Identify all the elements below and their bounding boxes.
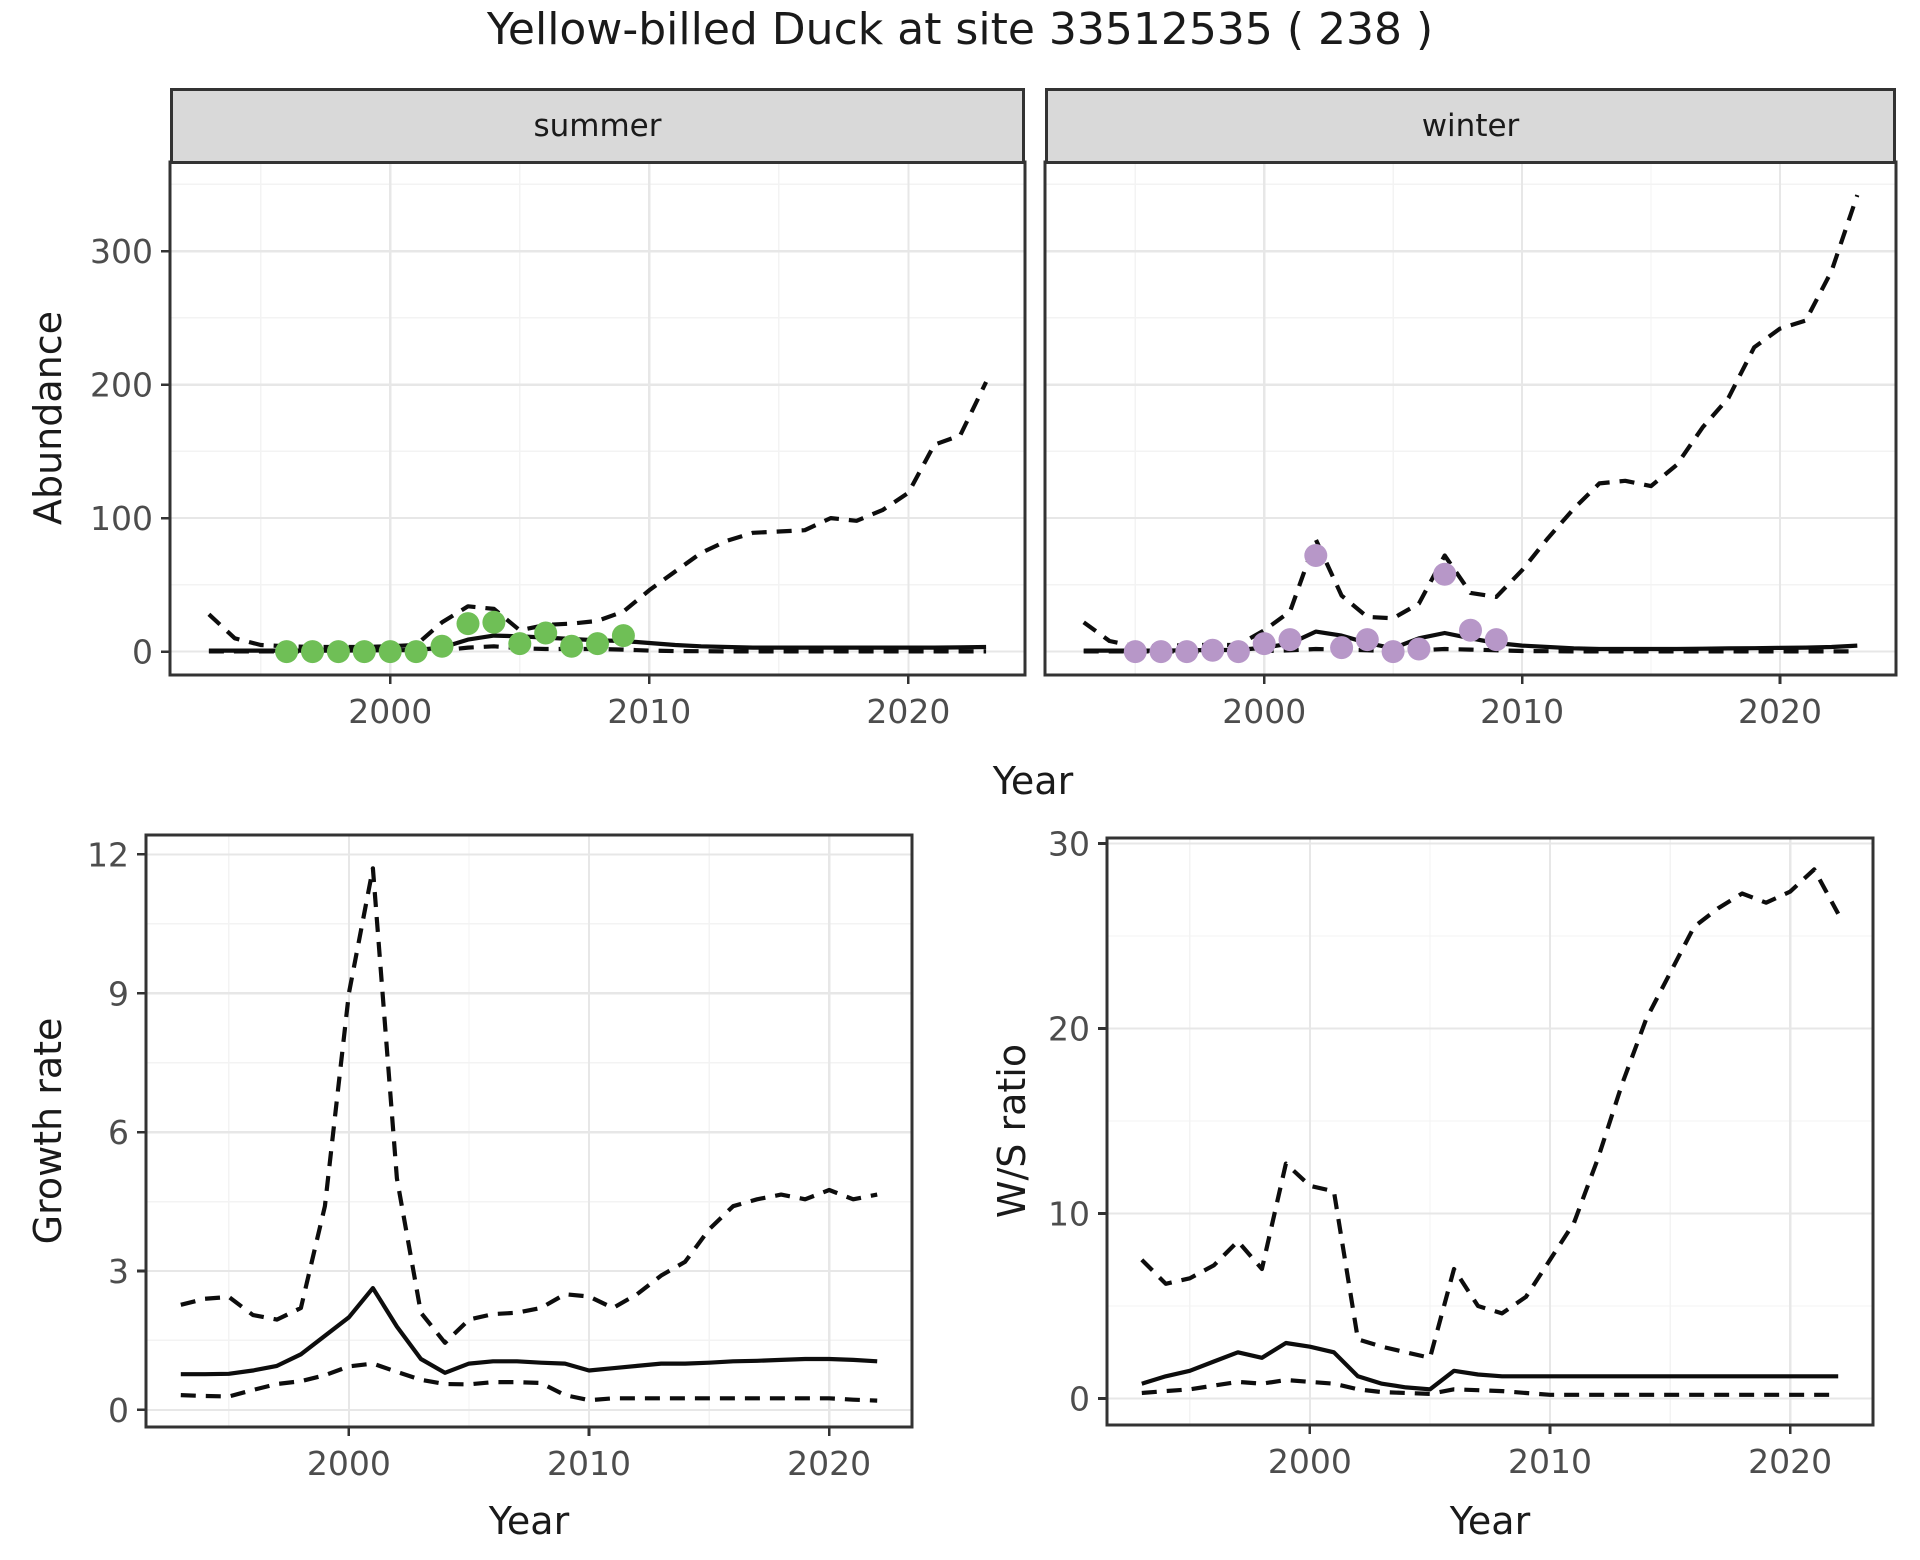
x-tick-label: 2020 — [1738, 692, 1822, 731]
y-tick-label: 10 — [1048, 1195, 1090, 1234]
data-point — [1330, 636, 1354, 660]
facet-strip-summer: summer — [170, 88, 1025, 164]
grid-major — [146, 835, 912, 1427]
x-axis-growth-rate: 2000 2010 2020 — [307, 1427, 871, 1483]
observed-summer-counts — [275, 610, 635, 664]
data-point — [1278, 628, 1302, 652]
data-point — [404, 640, 428, 664]
series-lower-credible-limit — [180, 1361, 878, 1403]
data-point — [1484, 628, 1508, 652]
data-point — [1304, 544, 1328, 567]
panel-ws-ratio: 2000 2010 2020 0 10 20 30 — [1048, 825, 1875, 1481]
y-axis-title-growth-rate: Growth rate — [26, 1017, 70, 1245]
data-point — [326, 640, 350, 664]
grid-major — [1107, 838, 1873, 1425]
y-tick-label: 9 — [108, 974, 129, 1013]
x-tick-label: 2020 — [866, 692, 950, 731]
y-axis-growth-rate: 0 3 6 9 12 — [87, 835, 146, 1430]
x-axis-ws-ratio: 2000 2010 2020 — [1268, 1425, 1832, 1481]
y-tick-label: 0 — [108, 1391, 129, 1430]
data-point — [482, 610, 506, 634]
y-tick-label: 200 — [90, 366, 153, 405]
y-tick-label: 0 — [132, 633, 153, 672]
y-tick-label: 20 — [1048, 1010, 1090, 1049]
y-tick-label: 12 — [87, 835, 129, 874]
panel-growth-rate: 2000 2010 2020 0 3 6 9 12 — [87, 833, 914, 1483]
x-axis-title-year-ws: Year — [1449, 1499, 1531, 1543]
panel-border — [1105, 836, 1875, 1427]
data-point — [1433, 562, 1457, 586]
panel-abundance-summer: 2000 2010 2020 0 100 200 300 — [90, 160, 1027, 731]
y-tick-label: 30 — [1048, 825, 1090, 864]
data-point — [456, 612, 480, 636]
x-tick-label: 2020 — [1748, 1442, 1832, 1481]
y-tick-label: 0 — [1069, 1380, 1090, 1419]
series-upper-credible-limit — [1140, 867, 1841, 1360]
x-axis-abundance-summer: 2000 2010 2020 — [348, 675, 950, 731]
data-point — [430, 634, 454, 658]
data-point — [1355, 628, 1379, 652]
data-point — [275, 640, 299, 664]
data-point — [1175, 640, 1199, 664]
y-axis-abundance-summer: 0 100 200 300 — [90, 232, 170, 672]
series-median-ws-ratio — [1141, 1340, 1839, 1392]
grid-minor — [170, 162, 1025, 675]
grid-minor — [1107, 838, 1873, 1425]
x-tick-label: 2010 — [1480, 692, 1564, 731]
x-tick-label: 2000 — [307, 1444, 391, 1483]
y-tick-label: 100 — [90, 499, 153, 538]
observed-winter-counts — [1123, 544, 1508, 664]
data-point — [1226, 640, 1250, 664]
data-point — [586, 632, 609, 656]
facet-label-winter: winter — [1421, 108, 1520, 144]
data-point — [1407, 637, 1431, 661]
data-point — [508, 632, 532, 656]
facet-strip-winter: winter — [1045, 88, 1896, 164]
figure-title: Yellow-billed Duck at site 33512535 ( 23… — [486, 4, 1434, 55]
x-tick-label: 2010 — [607, 692, 691, 731]
y-axis-title-abundance: Abundance — [26, 310, 70, 526]
grid-minor — [1045, 162, 1896, 675]
data-point — [534, 621, 558, 645]
data-point — [378, 640, 402, 664]
y-tick-label: 6 — [108, 1113, 129, 1152]
y-tick-label: 3 — [108, 1252, 129, 1291]
series-lower-credible-limit — [1141, 1377, 1839, 1397]
x-tick-label: 2000 — [1222, 692, 1306, 731]
data-point — [1201, 638, 1225, 662]
data-point — [1252, 632, 1276, 656]
facet-label-summer: summer — [533, 108, 662, 144]
x-tick-label: 2000 — [1268, 1442, 1352, 1481]
x-axis-title-year-top: Year — [992, 759, 1074, 803]
y-axis-title-ws-ratio: W/S ratio — [990, 1043, 1034, 1219]
x-tick-label: 2010 — [1508, 1442, 1592, 1481]
x-axis-abundance-winter: 2000 2010 2020 — [1222, 675, 1822, 731]
series-upper-credible-limit — [180, 866, 878, 1345]
data-point — [1381, 640, 1405, 664]
x-tick-label: 2000 — [348, 692, 432, 731]
data-point — [560, 634, 584, 658]
x-tick-label: 2020 — [787, 1444, 871, 1483]
data-point — [352, 640, 376, 664]
data-point — [301, 640, 324, 664]
panel-abundance-winter: 2000 2010 2020 — [1043, 160, 1898, 731]
data-point — [1123, 640, 1147, 664]
series-median-growth-rate — [180, 1286, 878, 1377]
data-point — [611, 624, 635, 648]
data-point — [1149, 640, 1173, 664]
y-tick-label: 300 — [90, 232, 153, 271]
grid-minor — [146, 835, 912, 1427]
y-axis-ws-ratio: 0 10 20 30 — [1048, 825, 1107, 1419]
data-point — [1459, 618, 1482, 642]
x-axis-title-year-growth: Year — [488, 1499, 570, 1543]
x-tick-label: 2010 — [547, 1444, 631, 1483]
